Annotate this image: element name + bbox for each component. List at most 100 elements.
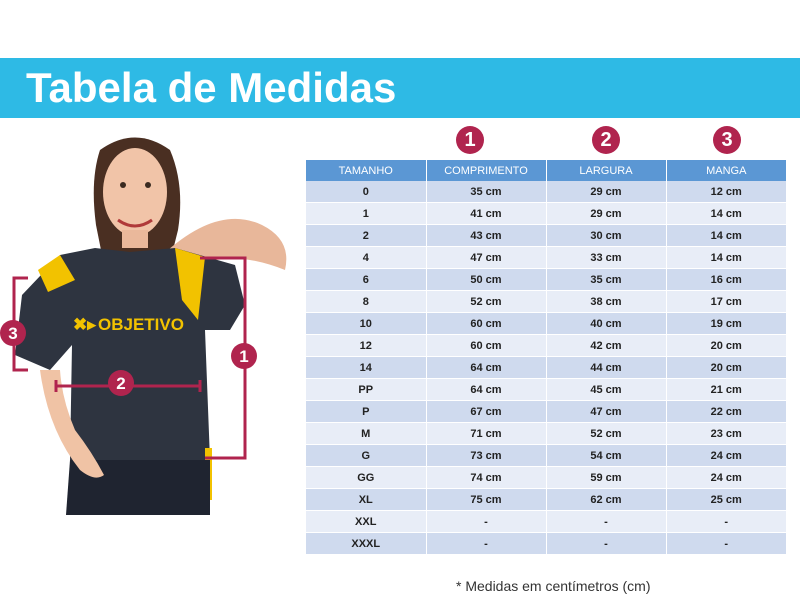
- table-row: 4 47 cm 33 cm 14 cm: [306, 246, 786, 269]
- length-cell: 74 cm: [426, 466, 547, 489]
- size-cell: XL: [306, 488, 427, 511]
- size-table: TAMANHO COMPRIMENTO LARGURA MANGA 0 35 cm…: [306, 160, 786, 555]
- table-row: GG 74 cm 59 cm 24 cm: [306, 466, 786, 489]
- header-largura: LARGURA: [546, 160, 667, 181]
- length-cell: -: [426, 510, 547, 533]
- length-cell: 60 cm: [426, 334, 547, 357]
- marker-2-badge: [108, 370, 134, 396]
- header-manga: MANGA: [666, 160, 786, 181]
- width-cell: 45 cm: [546, 378, 667, 401]
- width-cell: 30 cm: [546, 224, 667, 247]
- shirt-trim-left: [38, 255, 75, 292]
- length-cell: 67 cm: [426, 400, 547, 423]
- marker-3-badge: [0, 320, 26, 346]
- length-cell: 60 cm: [426, 312, 547, 335]
- sleeve-cell: -: [666, 510, 786, 533]
- width-cell: 54 cm: [546, 444, 667, 467]
- width-cell: 33 cm: [546, 246, 667, 269]
- sleeve-cell: 24 cm: [666, 444, 786, 467]
- child-tshirt-illustration: OBJETIVO ✖▸ 1 2 3: [0, 137, 287, 515]
- width-cell: 44 cm: [546, 356, 667, 379]
- size-cell: 8: [306, 290, 427, 313]
- size-cell: 10: [306, 312, 427, 335]
- table-row: 2 43 cm 30 cm 14 cm: [306, 224, 786, 247]
- size-cell: PP: [306, 378, 427, 401]
- width-cell: 42 cm: [546, 334, 667, 357]
- table-row: 8 52 cm 38 cm 17 cm: [306, 290, 786, 313]
- sleeve-cell: 20 cm: [666, 356, 786, 379]
- sleeve-cell: -: [666, 532, 786, 555]
- width-cell: -: [546, 532, 667, 555]
- length-cell: 64 cm: [426, 378, 547, 401]
- sleeve-cell: 14 cm: [666, 202, 786, 225]
- lower-arm: [40, 370, 104, 478]
- table-row: XXXL - - -: [306, 532, 786, 555]
- marker-2-label: 2: [116, 374, 125, 393]
- sleeve-cell: 14 cm: [666, 224, 786, 247]
- length-cell: 73 cm: [426, 444, 547, 467]
- width-cell: 35 cm: [546, 268, 667, 291]
- width-cell: 40 cm: [546, 312, 667, 335]
- footnote: * Medidas em centímetros (cm): [456, 578, 651, 594]
- length-cell: 47 cm: [426, 246, 547, 269]
- header-comprimento: COMPRIMENTO: [426, 160, 547, 181]
- sleeve-cell: 22 cm: [666, 400, 786, 423]
- shirt-logo-mark: ✖▸: [73, 315, 97, 334]
- length-cell: 52 cm: [426, 290, 547, 313]
- table-row: 12 60 cm 42 cm 20 cm: [306, 334, 786, 357]
- sleeve-cell: 14 cm: [666, 246, 786, 269]
- table-row: 0 35 cm 29 cm 12 cm: [306, 181, 786, 203]
- sleeve-cell: 16 cm: [666, 268, 786, 291]
- table-row: 1 41 cm 29 cm 14 cm: [306, 202, 786, 225]
- shirt-trim-right: [175, 248, 205, 320]
- width-cell: -: [546, 510, 667, 533]
- marker-3-label: 3: [8, 324, 17, 343]
- header-tamanho: TAMANHO: [306, 160, 427, 181]
- length-cell: 75 cm: [426, 488, 547, 511]
- width-cell: 38 cm: [546, 290, 667, 313]
- table-row: 14 64 cm 44 cm 20 cm: [306, 356, 786, 379]
- size-cell: 6: [306, 268, 427, 291]
- width-cell: 29 cm: [546, 181, 667, 203]
- table-row: G 73 cm 54 cm 24 cm: [306, 444, 786, 467]
- table-row: PP 64 cm 45 cm 21 cm: [306, 378, 786, 401]
- sleeve-cell: 24 cm: [666, 466, 786, 489]
- sleeve-cell: 12 cm: [666, 181, 786, 203]
- width-cell: 62 cm: [546, 488, 667, 511]
- size-cell: 12: [306, 334, 427, 357]
- width-cell: 47 cm: [546, 400, 667, 423]
- size-cell: P: [306, 400, 427, 423]
- size-cell: XXXL: [306, 532, 427, 555]
- table-row: 10 60 cm 40 cm 19 cm: [306, 312, 786, 335]
- length-cell: 64 cm: [426, 356, 547, 379]
- column-number-3: 3: [713, 126, 741, 154]
- length-cell: 43 cm: [426, 224, 547, 247]
- sleeve-cell: 17 cm: [666, 290, 786, 313]
- sleeve-cell: 25 cm: [666, 488, 786, 511]
- sleeve-cell: 23 cm: [666, 422, 786, 445]
- size-cell: GG: [306, 466, 427, 489]
- face: [103, 148, 167, 236]
- size-cell: 4: [306, 246, 427, 269]
- length-cell: 50 cm: [426, 268, 547, 291]
- column-number-1: 1: [456, 126, 484, 154]
- size-cell: 1: [306, 202, 427, 225]
- shirt-logo-text: OBJETIVO: [98, 315, 184, 334]
- sleeve-cell: 20 cm: [666, 334, 786, 357]
- length-cell: -: [426, 532, 547, 555]
- width-cell: 52 cm: [546, 422, 667, 445]
- page-title: Tabela de Medidas: [26, 64, 397, 111]
- size-cell: M: [306, 422, 427, 445]
- marker-1-label: 1: [239, 347, 248, 366]
- length-cell: 41 cm: [426, 202, 547, 225]
- table-row: P 67 cm 47 cm 22 cm: [306, 400, 786, 423]
- width-cell: 59 cm: [546, 466, 667, 489]
- width-cell: 29 cm: [546, 202, 667, 225]
- size-cell: G: [306, 444, 427, 467]
- length-cell: 35 cm: [426, 181, 547, 203]
- sleeve-cell: 21 cm: [666, 378, 786, 401]
- table-row: XL 75 cm 62 cm 25 cm: [306, 488, 786, 511]
- table-row: M 71 cm 52 cm 23 cm: [306, 422, 786, 445]
- size-cell: XXL: [306, 510, 427, 533]
- column-number-2: 2: [592, 126, 620, 154]
